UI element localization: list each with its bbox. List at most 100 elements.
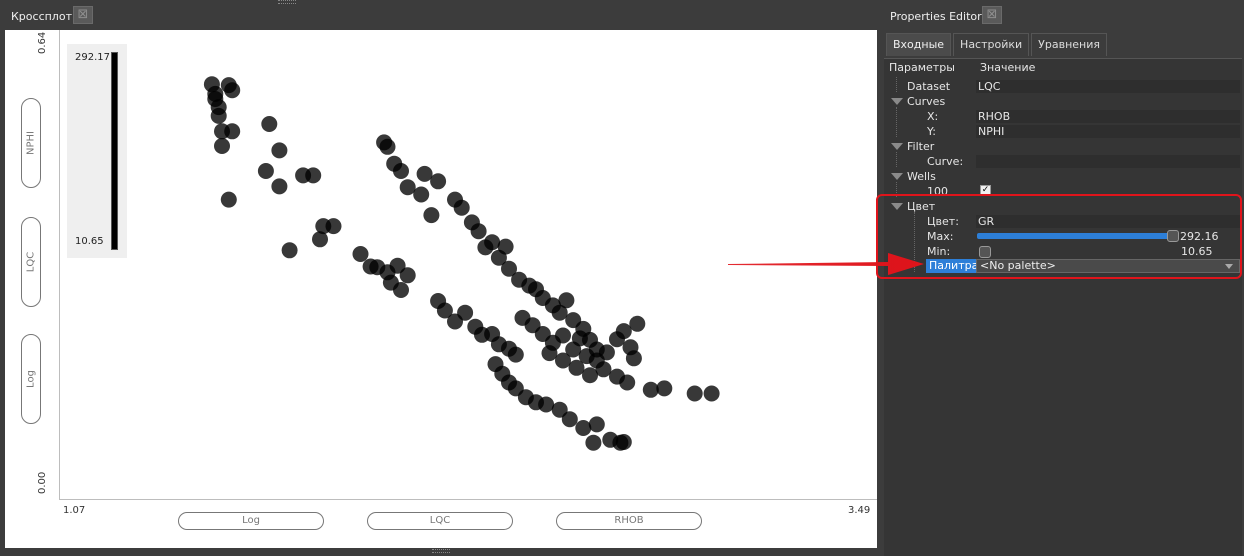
scatter-point xyxy=(271,178,288,195)
crossplot-title: Кроссплот xyxy=(11,10,72,23)
resize-grip-bottom[interactable] xyxy=(432,549,450,553)
row-filter-curve[interactable]: Curve: xyxy=(884,154,1240,169)
scatter-point xyxy=(568,359,585,376)
resize-grip-top[interactable] xyxy=(278,0,296,4)
scatter-point xyxy=(619,374,636,391)
row-color-group[interactable]: Цвет xyxy=(884,199,1240,214)
min-slider-handle[interactable] xyxy=(979,246,991,258)
value-cell xyxy=(976,215,1240,228)
y-axis-min: 0.00 xyxy=(37,471,48,494)
wells-label: Wells xyxy=(907,170,936,183)
scatter-point xyxy=(615,434,632,450)
y-curve-selector-lqc[interactable]: LQC xyxy=(21,217,41,307)
x-value[interactable]: RHOB xyxy=(978,110,1011,123)
value-cell xyxy=(976,155,1240,168)
row-x-curve[interactable]: X: RHOB xyxy=(884,109,1240,124)
scatter-plot[interactable]: 0.64 0.00 1.07 3.49 NPHI LQC Log Log LQC… xyxy=(5,30,877,548)
row-dataset[interactable]: Dataset LQC xyxy=(884,79,1240,94)
scatter-point xyxy=(555,352,571,369)
value-cell xyxy=(976,110,1240,123)
scatter-point xyxy=(224,82,241,99)
scatter-point xyxy=(575,420,592,436)
properties-editor-title: Properties Editor xyxy=(890,10,982,23)
x-label: X: xyxy=(927,110,939,123)
scatter-point xyxy=(281,242,298,259)
row-y-curve[interactable]: Y: NPHI xyxy=(884,124,1240,139)
scatter-point xyxy=(582,367,598,384)
scatter-point xyxy=(501,260,517,277)
scatter-point xyxy=(625,350,642,367)
scatter-point xyxy=(399,179,416,196)
x-curve-selector-rhob[interactable]: RHOB xyxy=(556,512,702,530)
scatter-point xyxy=(312,231,328,248)
legend-color-bar xyxy=(111,52,118,250)
plot-frame xyxy=(59,30,877,500)
expand-triangle-icon[interactable] xyxy=(891,173,903,180)
row-max[interactable]: Max: 292.16 xyxy=(884,229,1240,244)
color-group-label: Цвет xyxy=(907,200,936,213)
curve-label: Curve: xyxy=(927,155,964,168)
palette-dropdown[interactable]: <No palette> xyxy=(976,259,1240,273)
color-label: Цвет: xyxy=(927,215,959,228)
palette-label: Палитра xyxy=(926,259,982,273)
color-value[interactable]: GR xyxy=(978,215,995,228)
scatter-point xyxy=(423,207,440,224)
scatter-canvas[interactable] xyxy=(5,30,877,548)
scatter-point xyxy=(457,304,474,321)
scatter-point xyxy=(210,107,227,124)
expand-triangle-icon[interactable] xyxy=(891,143,903,150)
scatter-point xyxy=(220,191,237,208)
x-curve-selector-log[interactable]: Log xyxy=(178,512,324,530)
y-curve-selector-nphi[interactable]: NPHI xyxy=(21,98,41,188)
row-wells[interactable]: Wells xyxy=(884,169,1240,184)
x-axis-max: 3.49 xyxy=(848,505,871,516)
expand-triangle-icon[interactable] xyxy=(891,203,903,210)
scatter-point xyxy=(571,330,588,347)
scatter-point xyxy=(261,116,278,132)
tab-settings[interactable]: Настройки xyxy=(953,33,1030,56)
close-icon[interactable]: ⊠ xyxy=(982,6,1002,24)
tree-line xyxy=(896,182,897,197)
min-label: Min: xyxy=(927,245,951,258)
max-label: Max: xyxy=(927,230,954,243)
row-filter[interactable]: Filter xyxy=(884,139,1240,154)
scatter-point xyxy=(551,401,568,418)
tab-equations[interactable]: Уравнения xyxy=(1031,33,1107,56)
editor-tabs: Входные Настройки Уравнения xyxy=(886,33,1109,57)
row-min[interactable]: Min: 10.65 xyxy=(884,244,1240,259)
close-icon[interactable]: ⊠ xyxy=(73,6,93,24)
legend-max-value: 292.17 xyxy=(75,52,110,63)
chevron-down-icon[interactable] xyxy=(1225,264,1233,269)
scatter-point xyxy=(656,380,673,397)
max-slider-track[interactable] xyxy=(977,233,1173,239)
scatter-point xyxy=(325,218,342,235)
tree-line xyxy=(896,77,897,92)
scatter-point xyxy=(507,346,524,363)
y-value[interactable]: NPHI xyxy=(978,125,1005,138)
y-curve-selector-log[interactable]: Log xyxy=(21,334,41,424)
dataset-label: Dataset xyxy=(907,80,951,93)
row-curves[interactable]: Curves xyxy=(884,94,1240,109)
scatter-point xyxy=(585,434,602,451)
scatter-point xyxy=(379,138,396,155)
scatter-point xyxy=(561,411,578,428)
x-curve-selector-lqc[interactable]: LQC xyxy=(367,512,513,530)
y-axis-max: 0.64 xyxy=(37,31,48,54)
dataset-value[interactable]: LQC xyxy=(978,80,1001,93)
max-slider-handle[interactable] xyxy=(1167,230,1179,242)
row-color-curve[interactable]: Цвет: GR xyxy=(884,214,1240,229)
scatter-point xyxy=(497,238,514,255)
annotation-highlight-box xyxy=(876,194,1242,279)
scatter-point xyxy=(352,246,369,262)
row-palette[interactable]: Палитра <No palette> xyxy=(884,259,1240,274)
tab-inputs[interactable]: Входные xyxy=(886,33,952,56)
properties-editor-panel: Properties Editor ⊠ Входные Настройки Ур… xyxy=(882,0,1244,556)
scatter-point xyxy=(598,344,615,361)
color-legend: 292.17 10.65 xyxy=(67,44,127,258)
expand-triangle-icon[interactable] xyxy=(891,98,903,105)
crossplot-panel: Кроссплот ⊠ 0.64 0.00 1.07 3.49 NPHI LQC… xyxy=(5,0,877,553)
curves-label: Curves xyxy=(907,95,946,108)
scatter-point xyxy=(413,186,430,203)
scatter-point xyxy=(436,302,453,319)
scatter-point xyxy=(555,327,571,344)
